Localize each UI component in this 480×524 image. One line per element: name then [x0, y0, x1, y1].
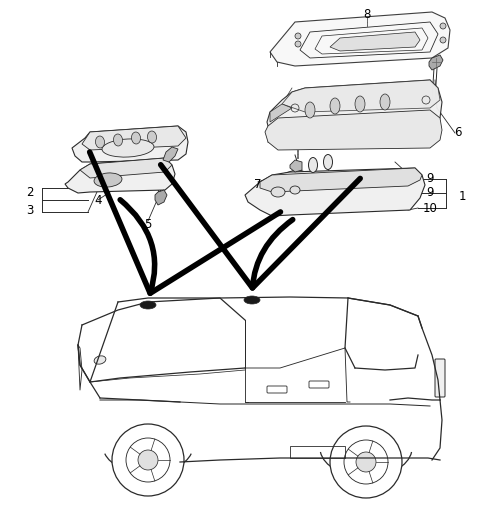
Text: 9: 9 [426, 187, 434, 200]
Polygon shape [155, 190, 167, 205]
Text: 8: 8 [363, 7, 371, 20]
Polygon shape [265, 110, 442, 150]
Polygon shape [72, 126, 188, 162]
Polygon shape [82, 126, 186, 150]
Text: 9: 9 [426, 172, 434, 185]
Ellipse shape [309, 158, 317, 172]
Circle shape [330, 426, 402, 498]
Polygon shape [270, 104, 292, 122]
Circle shape [295, 33, 301, 39]
Circle shape [440, 37, 446, 43]
Ellipse shape [132, 132, 141, 144]
Polygon shape [290, 160, 302, 172]
Ellipse shape [324, 155, 333, 169]
Polygon shape [260, 168, 422, 192]
Ellipse shape [140, 301, 156, 309]
Bar [290, 446, 345, 458]
Ellipse shape [102, 139, 154, 157]
Text: 5: 5 [144, 217, 152, 231]
Circle shape [440, 23, 446, 29]
Circle shape [138, 450, 158, 470]
Text: 1: 1 [458, 190, 466, 202]
Polygon shape [330, 32, 420, 51]
Ellipse shape [94, 356, 106, 364]
Ellipse shape [305, 102, 315, 118]
Text: 3: 3 [26, 203, 34, 216]
Polygon shape [245, 168, 425, 216]
Polygon shape [429, 55, 443, 70]
Ellipse shape [330, 98, 340, 114]
Ellipse shape [271, 187, 285, 197]
Ellipse shape [290, 186, 300, 194]
Ellipse shape [94, 173, 122, 187]
Polygon shape [80, 158, 172, 178]
Ellipse shape [355, 96, 365, 112]
Ellipse shape [96, 136, 105, 148]
FancyArrowPatch shape [161, 165, 360, 288]
Polygon shape [282, 80, 440, 112]
Ellipse shape [244, 296, 260, 304]
Text: 6: 6 [454, 126, 462, 139]
FancyArrowPatch shape [90, 152, 280, 293]
Polygon shape [65, 158, 175, 193]
Text: 2: 2 [26, 185, 34, 199]
Text: 4: 4 [94, 193, 102, 206]
Text: 10: 10 [422, 202, 437, 214]
Circle shape [356, 452, 376, 472]
Polygon shape [163, 147, 178, 162]
Polygon shape [267, 80, 442, 140]
Circle shape [295, 41, 301, 47]
Ellipse shape [113, 134, 122, 146]
Ellipse shape [380, 94, 390, 110]
Polygon shape [270, 12, 450, 66]
Circle shape [112, 424, 184, 496]
FancyBboxPatch shape [435, 359, 445, 397]
Ellipse shape [147, 131, 156, 143]
Text: 7: 7 [254, 179, 262, 191]
